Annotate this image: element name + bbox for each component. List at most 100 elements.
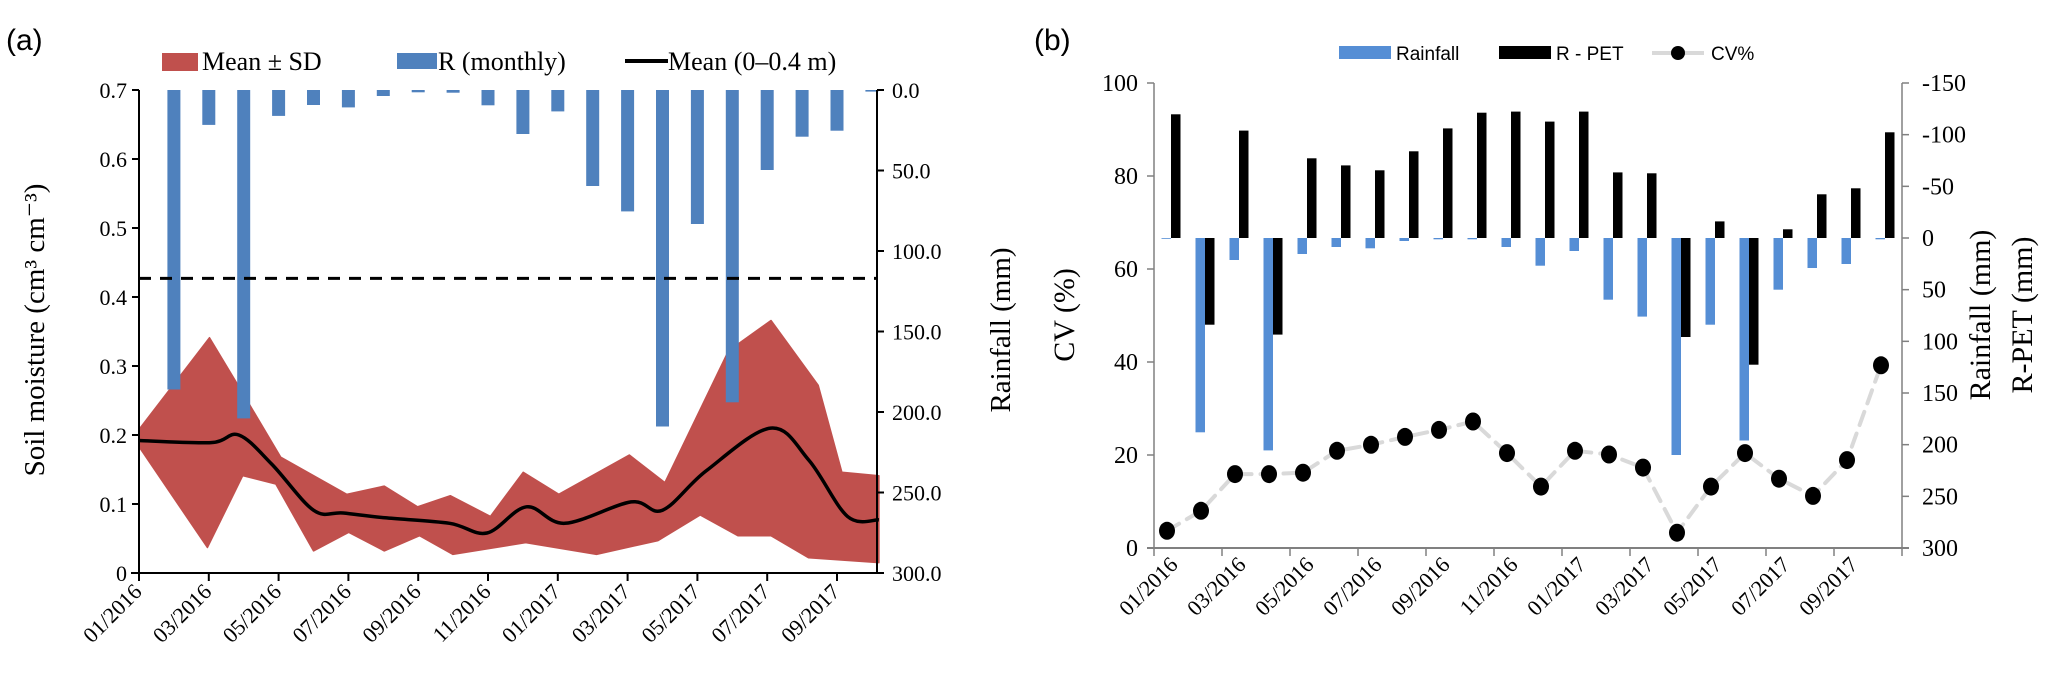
cv-point-10-2016 <box>1465 412 1481 431</box>
y-tick-label-a: 0.4 <box>100 285 128 310</box>
legend-b: Rainfall R - PET CV% <box>1339 44 1754 65</box>
cv-point-01-2016 <box>1159 521 1175 540</box>
cv-point-10-2017 <box>1873 356 1889 375</box>
y2-tick-label-a: 50.0 <box>892 159 931 184</box>
cv-point-08-2017 <box>1805 486 1821 505</box>
cv-point-04-2016 <box>1261 465 1277 484</box>
rain-bar-10-2016 <box>446 90 460 93</box>
y2-tick-label-b: 250 <box>1922 484 1958 510</box>
panel-a: (a) Mean ± SD R (monthly) Mean (0–0.4 m)… <box>6 24 1017 648</box>
rpet-bar-11-2016 <box>1511 111 1521 238</box>
y2-tick-label-b: -150 <box>1922 71 1966 97</box>
cv-point-09-2017 <box>1839 451 1855 470</box>
legend-label-rain: R (monthly) <box>438 47 566 76</box>
rain-bar-11-2016 <box>481 90 495 106</box>
rain-bar-06-2016 <box>307 90 320 105</box>
rain-bar-10-2017 <box>865 90 879 92</box>
y2-tick-label-a: 250.0 <box>892 481 942 506</box>
x-tick-label-a: 05/2017 <box>636 579 705 648</box>
y2-axis-title-a: Rainfall (mm) <box>985 247 1017 412</box>
rain-bar-05-2017 <box>690 90 704 224</box>
cv-point-06-2016 <box>1329 441 1345 460</box>
legend-swatch-cv-marker <box>1671 46 1685 60</box>
rain-bar-03-2017 <box>621 90 635 212</box>
rainfall-bar-02-2017 <box>1603 238 1613 300</box>
x-tick-label-b: 01/2017 <box>1522 552 1591 621</box>
cv-point-03-2017 <box>1635 458 1651 477</box>
rain-bar-02-2016 <box>167 90 181 390</box>
panel-label-b: (b) <box>1034 24 1071 57</box>
x-tick-label-b: 09/2017 <box>1794 552 1863 621</box>
x-tick-label-b: 07/2016 <box>1318 552 1387 621</box>
y2-axis-title-b-rpet: R-PET (mm) <box>2006 237 2039 394</box>
y-tick-label-a: 0.5 <box>100 216 128 241</box>
y-tick-label-a: 0.1 <box>100 492 128 517</box>
y2-tick-label-b: 0 <box>1922 226 1934 252</box>
rainfall-bar-05-2016 <box>1297 238 1307 254</box>
rain-bar-08-2017 <box>795 90 809 137</box>
rain-bar-01-2017 <box>551 90 565 112</box>
rpet-bar-03-2017 <box>1647 173 1657 238</box>
y-tick-label-b: 20 <box>1114 443 1138 469</box>
y-axis-title-a-text: Soil moisture (cm³ cm⁻³) <box>19 184 51 477</box>
rpet-bar-12-2016 <box>1545 121 1555 238</box>
y2-tick-label-a: 150.0 <box>892 320 942 345</box>
x-tick-label-a: 07/2016 <box>287 579 356 648</box>
rain-bar-03-2016 <box>202 90 216 125</box>
rainfall-bar-02-2016 <box>1195 238 1205 433</box>
rainfall-bar-06-2016 <box>1331 238 1341 247</box>
x-tick-label-b: 05/2017 <box>1658 552 1727 621</box>
x-tick-label-a: 01/2017 <box>497 579 566 648</box>
rainfall-bar-09-2016 <box>1433 238 1443 240</box>
y-axis-title-a: Soil moisture (cm³ cm⁻³) <box>19 184 51 477</box>
y-axis-title-b: CV (%) <box>1048 268 1081 362</box>
rainfall-bar-09-2017 <box>1841 238 1851 264</box>
rain-bar-04-2017 <box>656 90 669 427</box>
x-tick-label-a: 11/2016 <box>427 579 495 647</box>
legend-label-rainfall: Rainfall <box>1396 44 1459 65</box>
y2-tick-label-a: 200.0 <box>892 400 942 425</box>
rainfall-bar-03-2017 <box>1637 238 1647 317</box>
legend-swatch-rain <box>397 53 437 69</box>
legend-label-mean: Mean (0–0.4 m) <box>668 47 836 76</box>
rain-bar-04-2016 <box>237 90 251 419</box>
cv-point-12-2016 <box>1533 477 1549 496</box>
cv-series <box>1159 356 1889 542</box>
cv-point-07-2017 <box>1771 469 1787 488</box>
rpet-bar-01-2017 <box>1579 111 1589 238</box>
legend-a: Mean ± SD R (monthly) Mean (0–0.4 m) <box>162 47 836 76</box>
cv-point-09-2016 <box>1431 420 1447 439</box>
y-tick-label-a: 0.3 <box>100 354 128 379</box>
y-tick-label-b: 100 <box>1102 71 1138 97</box>
rain-bar-09-2016 <box>411 90 425 93</box>
rainfall-bar-04-2016 <box>1263 238 1273 451</box>
y2-tick-label-b: 100 <box>1922 329 1958 355</box>
rainfall-bar-01-2017 <box>1569 238 1579 251</box>
legend-label-cv: CV% <box>1711 44 1754 65</box>
axes-b: 0 20 40 60 80 100 -150 -100 -50 0 50 100 150 200 250 30… <box>1102 71 1966 621</box>
y2-tick-label-b: 150 <box>1922 381 1958 407</box>
panel-label-a: (a) <box>6 24 43 57</box>
cv-point-02-2016 <box>1193 501 1209 520</box>
rpet-bar-07-2017 <box>1783 229 1793 238</box>
rainfall-bar-01-2016 <box>1161 238 1171 239</box>
cv-line <box>1165 363 1883 537</box>
cv-point-05-2017 <box>1703 477 1719 496</box>
rainfall-bar-11-2016 <box>1501 238 1511 247</box>
y2-axis-title-b-rainfall: Rainfall (mm) <box>1964 230 1997 401</box>
y-tick-label-a: 0 <box>116 561 127 586</box>
mean-line-group <box>138 426 880 536</box>
rpet-bar-08-2017 <box>1817 194 1827 238</box>
rpet-bar-03-2016 <box>1239 130 1249 238</box>
x-tick-label-a: 05/2016 <box>217 579 286 648</box>
x-tick-label-b: 03/2016 <box>1182 552 1251 621</box>
y2-tick-label-b: -100 <box>1922 123 1966 149</box>
y2-tick-label-b: 50 <box>1922 278 1946 304</box>
rainfall-bar-07-2016 <box>1365 238 1375 249</box>
panel-b: (b) Rainfall R - PET CV% 0 20 40 60 80 100 -15… <box>1034 24 2039 621</box>
rpet-bar-10-2016 <box>1477 112 1487 238</box>
x-tick-label-a: 07/2017 <box>706 579 775 648</box>
rainfall-bar-03-2016 <box>1229 238 1239 260</box>
rainfall-bar-06-2017 <box>1739 238 1749 441</box>
rpet-bar-10-2017 <box>1885 132 1895 238</box>
